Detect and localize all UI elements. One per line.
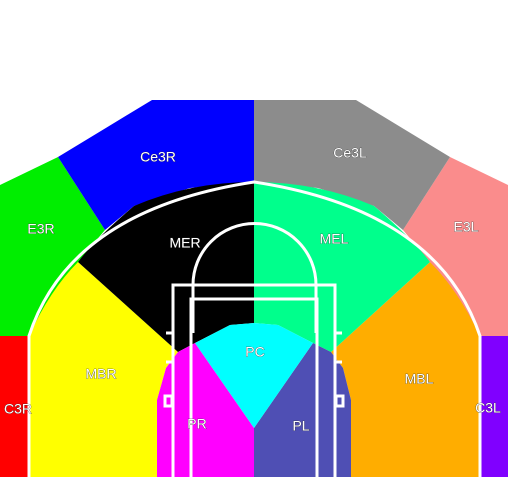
zone-label-ce3r: Ce3R <box>140 149 176 165</box>
zone-label-pc: PC <box>245 344 264 360</box>
zone-e3r-area <box>0 157 105 336</box>
zone-label-pl: PL <box>292 418 309 434</box>
zone-mbl-area <box>331 262 480 477</box>
zone-ce3l-area <box>254 100 450 230</box>
lane-block-right <box>334 394 345 408</box>
zone-label-mbr: MBR <box>85 366 116 382</box>
zone-label-mbl: MBL <box>405 371 434 387</box>
zone-c3l-area <box>480 336 508 477</box>
zone-pl-area <box>254 343 351 477</box>
zone-label-c3r: C3R <box>4 401 32 417</box>
zone-label-mer: MER <box>169 235 200 251</box>
zone-label-pr: PR <box>187 416 206 432</box>
three-point-line <box>27 180 482 477</box>
free-throw-circle <box>191 222 318 333</box>
paint-inner-lane <box>189 297 319 477</box>
zone-pc-area <box>195 323 313 428</box>
zone-pr-area <box>157 343 254 477</box>
zone-label-c3l: C3L <box>475 400 501 416</box>
zone-label-e3l: E3L <box>454 219 479 235</box>
zone-label-ce3l: Ce3L <box>333 145 367 161</box>
lane-block-left <box>163 394 174 408</box>
paint-outer-lane <box>171 283 337 477</box>
zone-label-e3r: E3R <box>27 221 54 237</box>
zone-ce3r-area <box>58 100 254 230</box>
zone-e3l-area <box>403 157 508 336</box>
zone-label-mel: MEL <box>320 231 349 247</box>
zone-c3r-area <box>0 336 29 477</box>
zone-mbr-area <box>29 262 178 477</box>
